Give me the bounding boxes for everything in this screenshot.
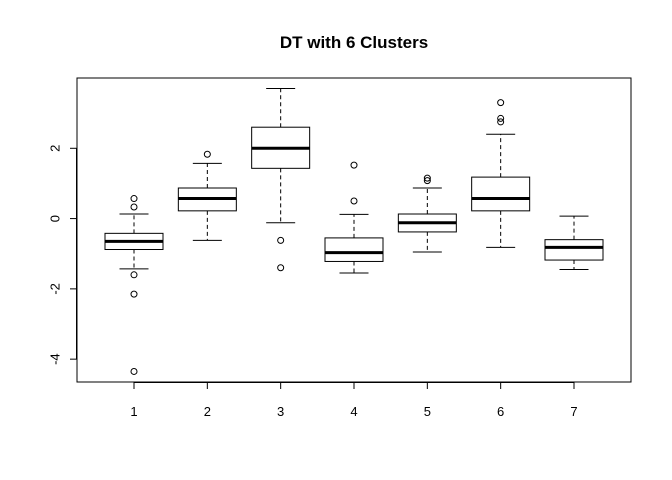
x-tick-label: 6 [497,404,504,419]
outlier-point [350,161,358,169]
outlier-point [350,197,358,205]
outlier-point [203,150,211,158]
boxes-group [104,88,604,375]
outlier-point [423,174,431,182]
outlier-point [130,290,138,298]
outlier-point [130,203,138,211]
box-5 [397,174,457,253]
x-tick-label: 4 [350,404,357,419]
iqr-box [471,176,531,212]
box-1 [104,195,164,375]
outlier-point [130,195,138,203]
y-tick-label: 2 [47,145,62,152]
box-3 [251,88,311,272]
outlier-point [497,99,505,107]
x-tick-label: 5 [424,404,431,419]
outlier-point [497,114,505,122]
outlier-point [277,236,285,244]
y-tick-label: 0 [47,215,62,222]
box-2 [177,150,237,241]
iqr-box [544,239,604,261]
outlier-point [130,367,138,375]
x-tick-label: 1 [130,404,137,419]
x-tick-label: 7 [570,404,577,419]
chart-title: DT with 6 Clusters [280,33,428,52]
x-tick-label: 2 [204,404,211,419]
x-tick-label: 3 [277,404,284,419]
outlier-point [130,271,138,279]
box-7 [544,215,604,271]
outlier-point [277,264,285,272]
outlier-point [423,177,431,185]
box-6 [471,99,531,248]
outlier-point [497,118,505,126]
x-axis: 1 2 3 4 5 6 7 [130,382,578,419]
y-axis: -4 -2 0 2 [47,145,77,365]
iqr-box [324,237,384,262]
y-tick-label: -2 [47,283,62,295]
y-tick-label: -4 [47,353,62,365]
box-4 [324,161,384,274]
